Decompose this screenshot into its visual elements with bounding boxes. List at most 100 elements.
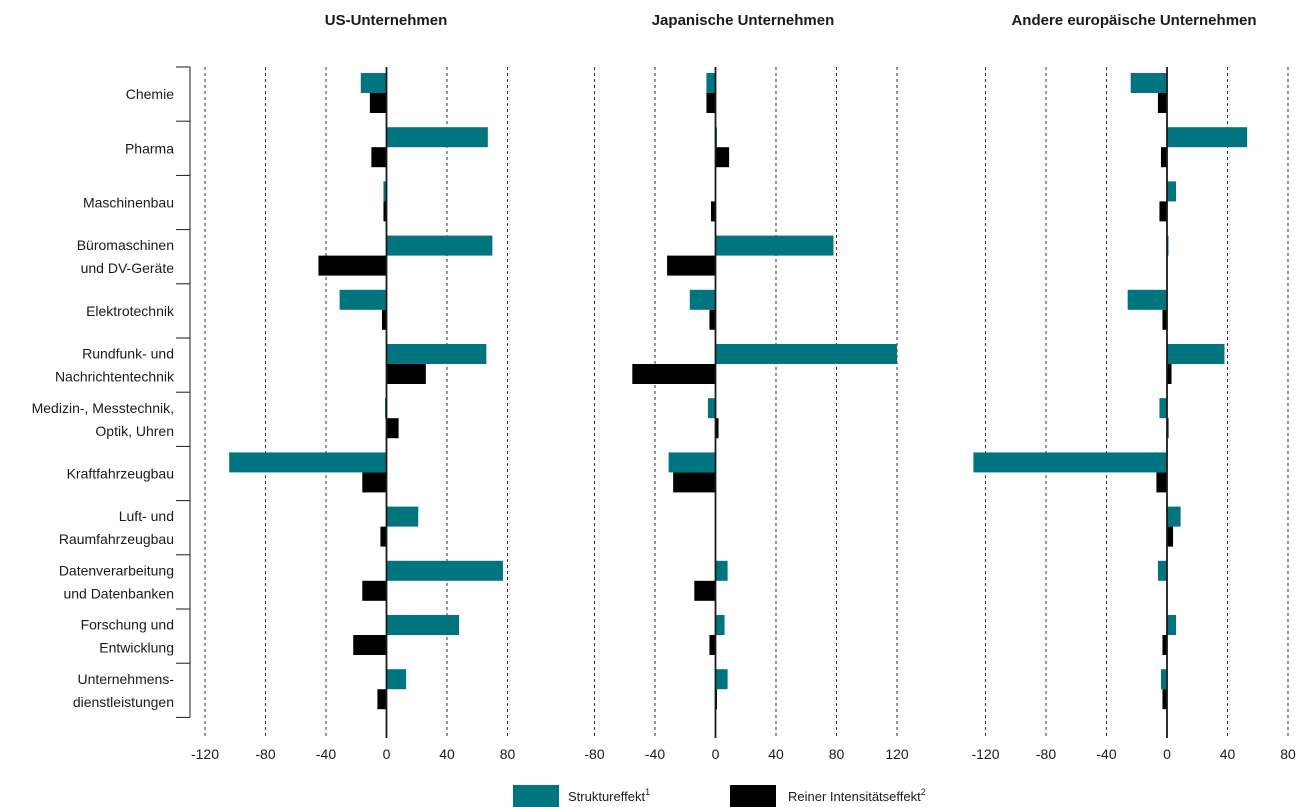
category-label-line: Nachrichtentechnik — [55, 369, 175, 385]
tick-label: -40 — [316, 746, 336, 762]
category-label: Rundfunk- und Nachrichtentechnik — [55, 346, 175, 385]
category-label-line: Chemie — [126, 86, 174, 102]
bar-struktureffekt — [715, 669, 728, 690]
category-label-line: Rundfunk- und — [82, 346, 174, 362]
bar-struktureffekt — [707, 398, 716, 419]
bar-intensitaetseffekt — [362, 472, 387, 493]
bar-struktureffekt — [386, 127, 488, 148]
category-label-line: Medizin-, Messtechnik, — [32, 400, 174, 416]
bar-intensitaetseffekt — [1167, 364, 1172, 384]
bar-intensitaetseffekt — [386, 418, 399, 439]
bar-intensitaetseffekt — [667, 255, 716, 276]
category-label: Pharma — [125, 140, 174, 156]
bar-struktureffekt — [715, 560, 728, 581]
bar-struktureffekt — [715, 344, 897, 364]
bar-struktureffekt — [1160, 669, 1167, 690]
category-label-line: Datenverarbeitung — [59, 562, 174, 578]
category-label-line: und DV-Geräte — [81, 260, 175, 276]
bar-intensitaetseffekt — [632, 364, 716, 384]
legend-swatch-struktureffekt — [513, 785, 559, 807]
bar-struktureffekt — [383, 181, 387, 202]
bar-struktureffekt — [715, 615, 725, 635]
legend-label-intensitaetseffekt: Reiner Intensitätseffekt2 — [788, 787, 926, 804]
tick-label: 0 — [383, 746, 391, 762]
bar-struktureffekt — [386, 560, 503, 581]
category-label: Medizin-, Messtechnik, Optik, Uhren — [32, 400, 174, 439]
tick-label: 80 — [500, 746, 516, 762]
bar-struktureffekt — [1167, 181, 1177, 202]
tick-label: 0 — [1163, 746, 1171, 762]
bar-struktureffekt — [1157, 560, 1167, 581]
tick-label: -40 — [1096, 746, 1116, 762]
bar-intensitaetseffekt — [371, 147, 387, 168]
bar-intensitaetseffekt — [1157, 93, 1167, 113]
bar-struktureffekt — [1167, 506, 1181, 527]
bar-intensitaetseffekt — [1156, 472, 1167, 493]
bar-intensitaetseffekt — [380, 526, 387, 547]
category-label-line: Elektrotechnik — [86, 303, 175, 319]
category-label-line: Forschung und — [81, 617, 174, 633]
tick-label: -120 — [971, 746, 999, 762]
tick-label: 80 — [1280, 746, 1296, 762]
category-label: Elektrotechnik — [86, 303, 175, 319]
bar-struktureffekt — [973, 452, 1167, 473]
tick-label: -80 — [584, 746, 604, 762]
category-label: Chemie — [126, 86, 174, 102]
bar-struktureffekt — [689, 289, 716, 310]
bar-struktureffekt — [229, 452, 387, 473]
bar-struktureffekt — [706, 73, 716, 93]
bar-struktureffekt — [1130, 73, 1167, 93]
bar-intensitaetseffekt — [369, 93, 387, 113]
bar-intensitaetseffekt — [1162, 309, 1167, 330]
bar-struktureffekt — [386, 235, 493, 256]
bar-struktureffekt — [715, 235, 834, 256]
category-label: Unternehmens-dienstleistungen — [73, 671, 175, 710]
category-label-line: Raumfahrzeugbau — [59, 531, 174, 547]
bar-struktureffekt — [1159, 398, 1167, 419]
bar-intensitaetseffekt — [694, 580, 716, 601]
bar-intensitaetseffekt — [353, 635, 387, 655]
bar-intensitaetseffekt — [318, 255, 387, 276]
bar-intensitaetseffekt — [706, 93, 716, 113]
category-label-line: Entwicklung — [99, 640, 174, 656]
category-label: Büromaschinen und DV-Geräte — [77, 237, 174, 276]
category-label-line: Büromaschinen — [77, 237, 174, 253]
bar-struktureffekt — [386, 506, 419, 527]
legend-swatch-intensitaetseffekt — [730, 785, 776, 807]
bar-intensitaetseffekt — [386, 364, 426, 384]
category-label-line: Pharma — [125, 140, 174, 156]
category-label-line: Luft- und — [119, 508, 174, 524]
category-label-line: und Datenbanken — [63, 585, 174, 601]
bar-intensitaetseffekt — [1162, 689, 1167, 710]
category-label: Maschinenbau — [83, 195, 174, 211]
category-label: Kraftfahrzeugbau — [67, 466, 174, 482]
bar-struktureffekt — [1167, 615, 1177, 635]
tick-label: -40 — [645, 746, 665, 762]
bar-struktureffekt — [1167, 344, 1225, 364]
tick-label: -80 — [1036, 746, 1056, 762]
tick-label: 80 — [829, 746, 845, 762]
bar-intensitaetseffekt — [1160, 147, 1167, 168]
bar-struktureffekt — [360, 73, 387, 93]
tick-label: 0 — [712, 746, 720, 762]
panel-title: Andere europäische Unternehmen — [1011, 12, 1256, 29]
bar-intensitaetseffekt — [710, 201, 716, 222]
bar-intensitaetseffekt — [1159, 201, 1167, 222]
bar-intensitaetseffekt — [709, 635, 716, 655]
bar-intensitaetseffekt — [709, 309, 716, 330]
panel-title: US-Unternehmen — [325, 12, 448, 29]
bar-struktureffekt — [339, 289, 387, 310]
bar-intensitaetseffekt — [715, 147, 730, 168]
category-label-line: Unternehmens- — [78, 671, 175, 687]
bar-struktureffekt — [386, 615, 460, 635]
tick-label: 40 — [768, 746, 784, 762]
bar-intensitaetseffekt — [1167, 526, 1174, 547]
bar-struktureffekt — [386, 669, 407, 690]
bar-intensitaetseffekt — [383, 201, 387, 222]
category-label-line: dienstleistungen — [73, 694, 174, 710]
category-label-line: Kraftfahrzeugbau — [67, 466, 174, 482]
tick-label: 40 — [1220, 746, 1236, 762]
bar-intensitaetseffekt — [377, 689, 387, 710]
bar-struktureffekt — [386, 344, 487, 364]
